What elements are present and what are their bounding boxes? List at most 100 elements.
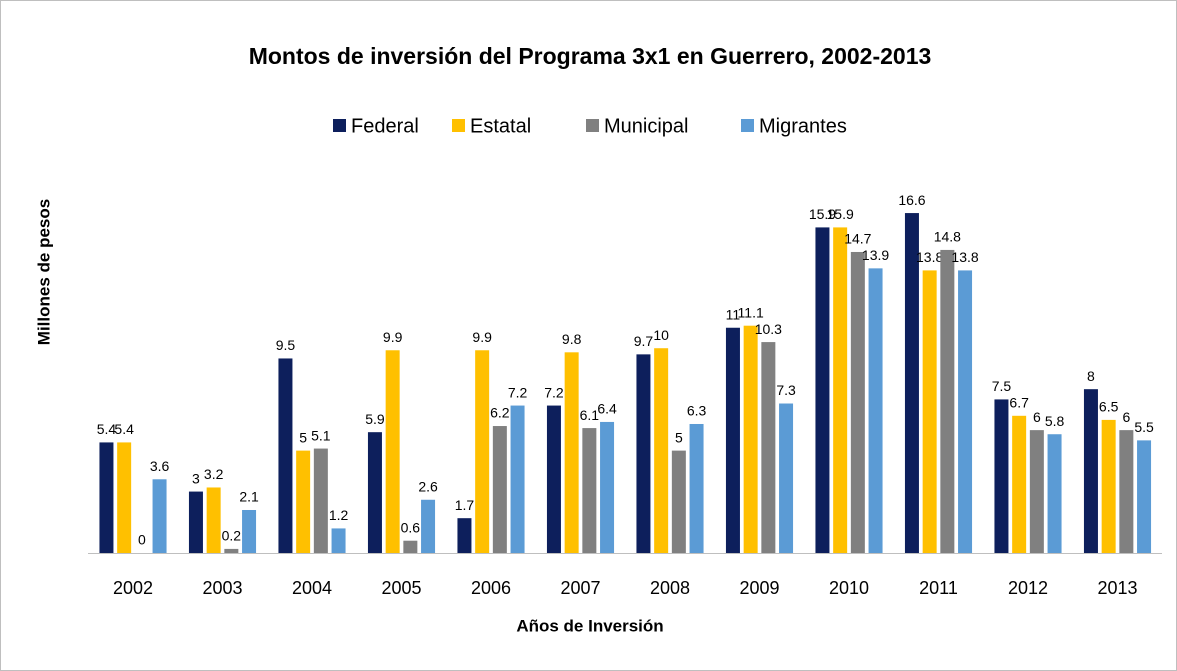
x-tick-label: 2002 xyxy=(113,578,153,598)
value-label: 7.2 xyxy=(544,384,564,400)
value-label: 7.2 xyxy=(508,384,528,400)
value-label: 7.5 xyxy=(992,378,1012,394)
value-label: 16.6 xyxy=(898,192,925,208)
legend-swatch xyxy=(452,119,465,132)
value-label: 5.5 xyxy=(1134,419,1154,435)
bar xyxy=(689,423,704,553)
x-tick-label: 2005 xyxy=(381,578,421,598)
bar xyxy=(206,487,221,553)
value-label: 3 xyxy=(192,470,200,486)
bar xyxy=(815,227,830,554)
legend-swatch xyxy=(333,119,346,132)
value-label: 9.7 xyxy=(634,333,654,349)
value-label: 0.6 xyxy=(401,519,421,535)
bar xyxy=(600,421,615,553)
bar xyxy=(188,491,203,553)
value-label: 2.6 xyxy=(418,478,438,494)
bar xyxy=(940,249,955,553)
x-tick-label: 2003 xyxy=(202,578,242,598)
value-label: 13.9 xyxy=(862,247,889,263)
bar xyxy=(1012,415,1027,553)
value-label: 7.3 xyxy=(776,382,796,398)
value-label: 11 xyxy=(726,306,741,322)
value-label: 9.8 xyxy=(562,331,582,347)
legend-label: Federal xyxy=(351,115,419,137)
legend-swatch xyxy=(741,119,754,132)
bar xyxy=(636,354,651,553)
value-label: 5.1 xyxy=(311,427,331,443)
value-label: 6.7 xyxy=(1009,395,1029,411)
x-tick-label: 2013 xyxy=(1097,578,1137,598)
x-axis-title: Años de Inversión xyxy=(516,616,663,635)
bar xyxy=(510,405,525,553)
bar xyxy=(725,327,740,553)
value-label: 10 xyxy=(653,327,669,343)
bar xyxy=(492,426,507,553)
bar xyxy=(1029,430,1044,553)
bar xyxy=(994,399,1009,553)
bar xyxy=(278,358,293,553)
legend-label: Estatal xyxy=(470,115,531,137)
value-label: 14.8 xyxy=(934,229,961,245)
bar xyxy=(99,442,114,553)
bar xyxy=(331,528,346,553)
bar xyxy=(403,540,418,553)
bar xyxy=(1047,434,1062,553)
bar xyxy=(1137,440,1152,553)
value-label: 3.2 xyxy=(204,466,224,482)
x-tick-label: 2009 xyxy=(739,578,779,598)
x-tick-label: 2011 xyxy=(919,578,958,598)
y-axis-title: Millones de pesos xyxy=(34,199,53,345)
bar xyxy=(1101,419,1116,553)
bar xyxy=(313,448,328,553)
x-tick-label: 2012 xyxy=(1008,578,1048,598)
bar xyxy=(546,405,561,553)
bar xyxy=(779,403,794,553)
value-label: 6.3 xyxy=(687,403,707,419)
value-label: 13.8 xyxy=(951,249,978,265)
chart-title: Montos de inversión del Programa 3x1 en … xyxy=(249,43,932,69)
bar xyxy=(367,432,382,553)
value-label: 5.4 xyxy=(97,421,117,437)
bar xyxy=(457,518,472,553)
value-label: 10.3 xyxy=(755,321,782,337)
value-label: 5 xyxy=(675,429,683,445)
x-tick-label: 2007 xyxy=(560,578,600,598)
bar xyxy=(654,348,669,553)
bar xyxy=(868,268,883,553)
bar xyxy=(761,342,776,553)
bar xyxy=(242,509,257,553)
bar xyxy=(152,479,167,553)
bar xyxy=(958,270,973,553)
value-label: 13.8 xyxy=(916,249,943,265)
value-label: 14.7 xyxy=(844,231,871,247)
value-label: 1.2 xyxy=(329,507,349,523)
value-label: 1.7 xyxy=(455,497,475,513)
legend-swatch xyxy=(586,119,599,132)
bar xyxy=(922,270,937,553)
bar xyxy=(743,325,758,553)
value-label: 15.9 xyxy=(809,206,836,222)
legend-label: Municipal xyxy=(604,115,688,137)
value-label: 8 xyxy=(1087,368,1095,384)
bar xyxy=(296,450,311,553)
bar xyxy=(421,499,436,553)
bar xyxy=(833,227,848,554)
value-label: 6.2 xyxy=(490,405,510,421)
value-label: 11.1 xyxy=(738,304,764,320)
legend-label: Migrantes xyxy=(759,115,847,137)
x-tick-label: 2008 xyxy=(650,578,690,598)
value-label: 6.5 xyxy=(1099,399,1119,415)
bar xyxy=(1119,430,1134,553)
bar xyxy=(564,352,579,553)
value-label: 0.2 xyxy=(222,528,242,544)
x-tick-label: 2006 xyxy=(471,578,511,598)
value-label: 6 xyxy=(1033,409,1041,425)
value-label: 9.9 xyxy=(383,329,403,345)
bar xyxy=(475,350,490,553)
bar xyxy=(850,251,865,553)
value-label: 5.4 xyxy=(114,421,134,437)
value-label: 0 xyxy=(138,532,146,548)
